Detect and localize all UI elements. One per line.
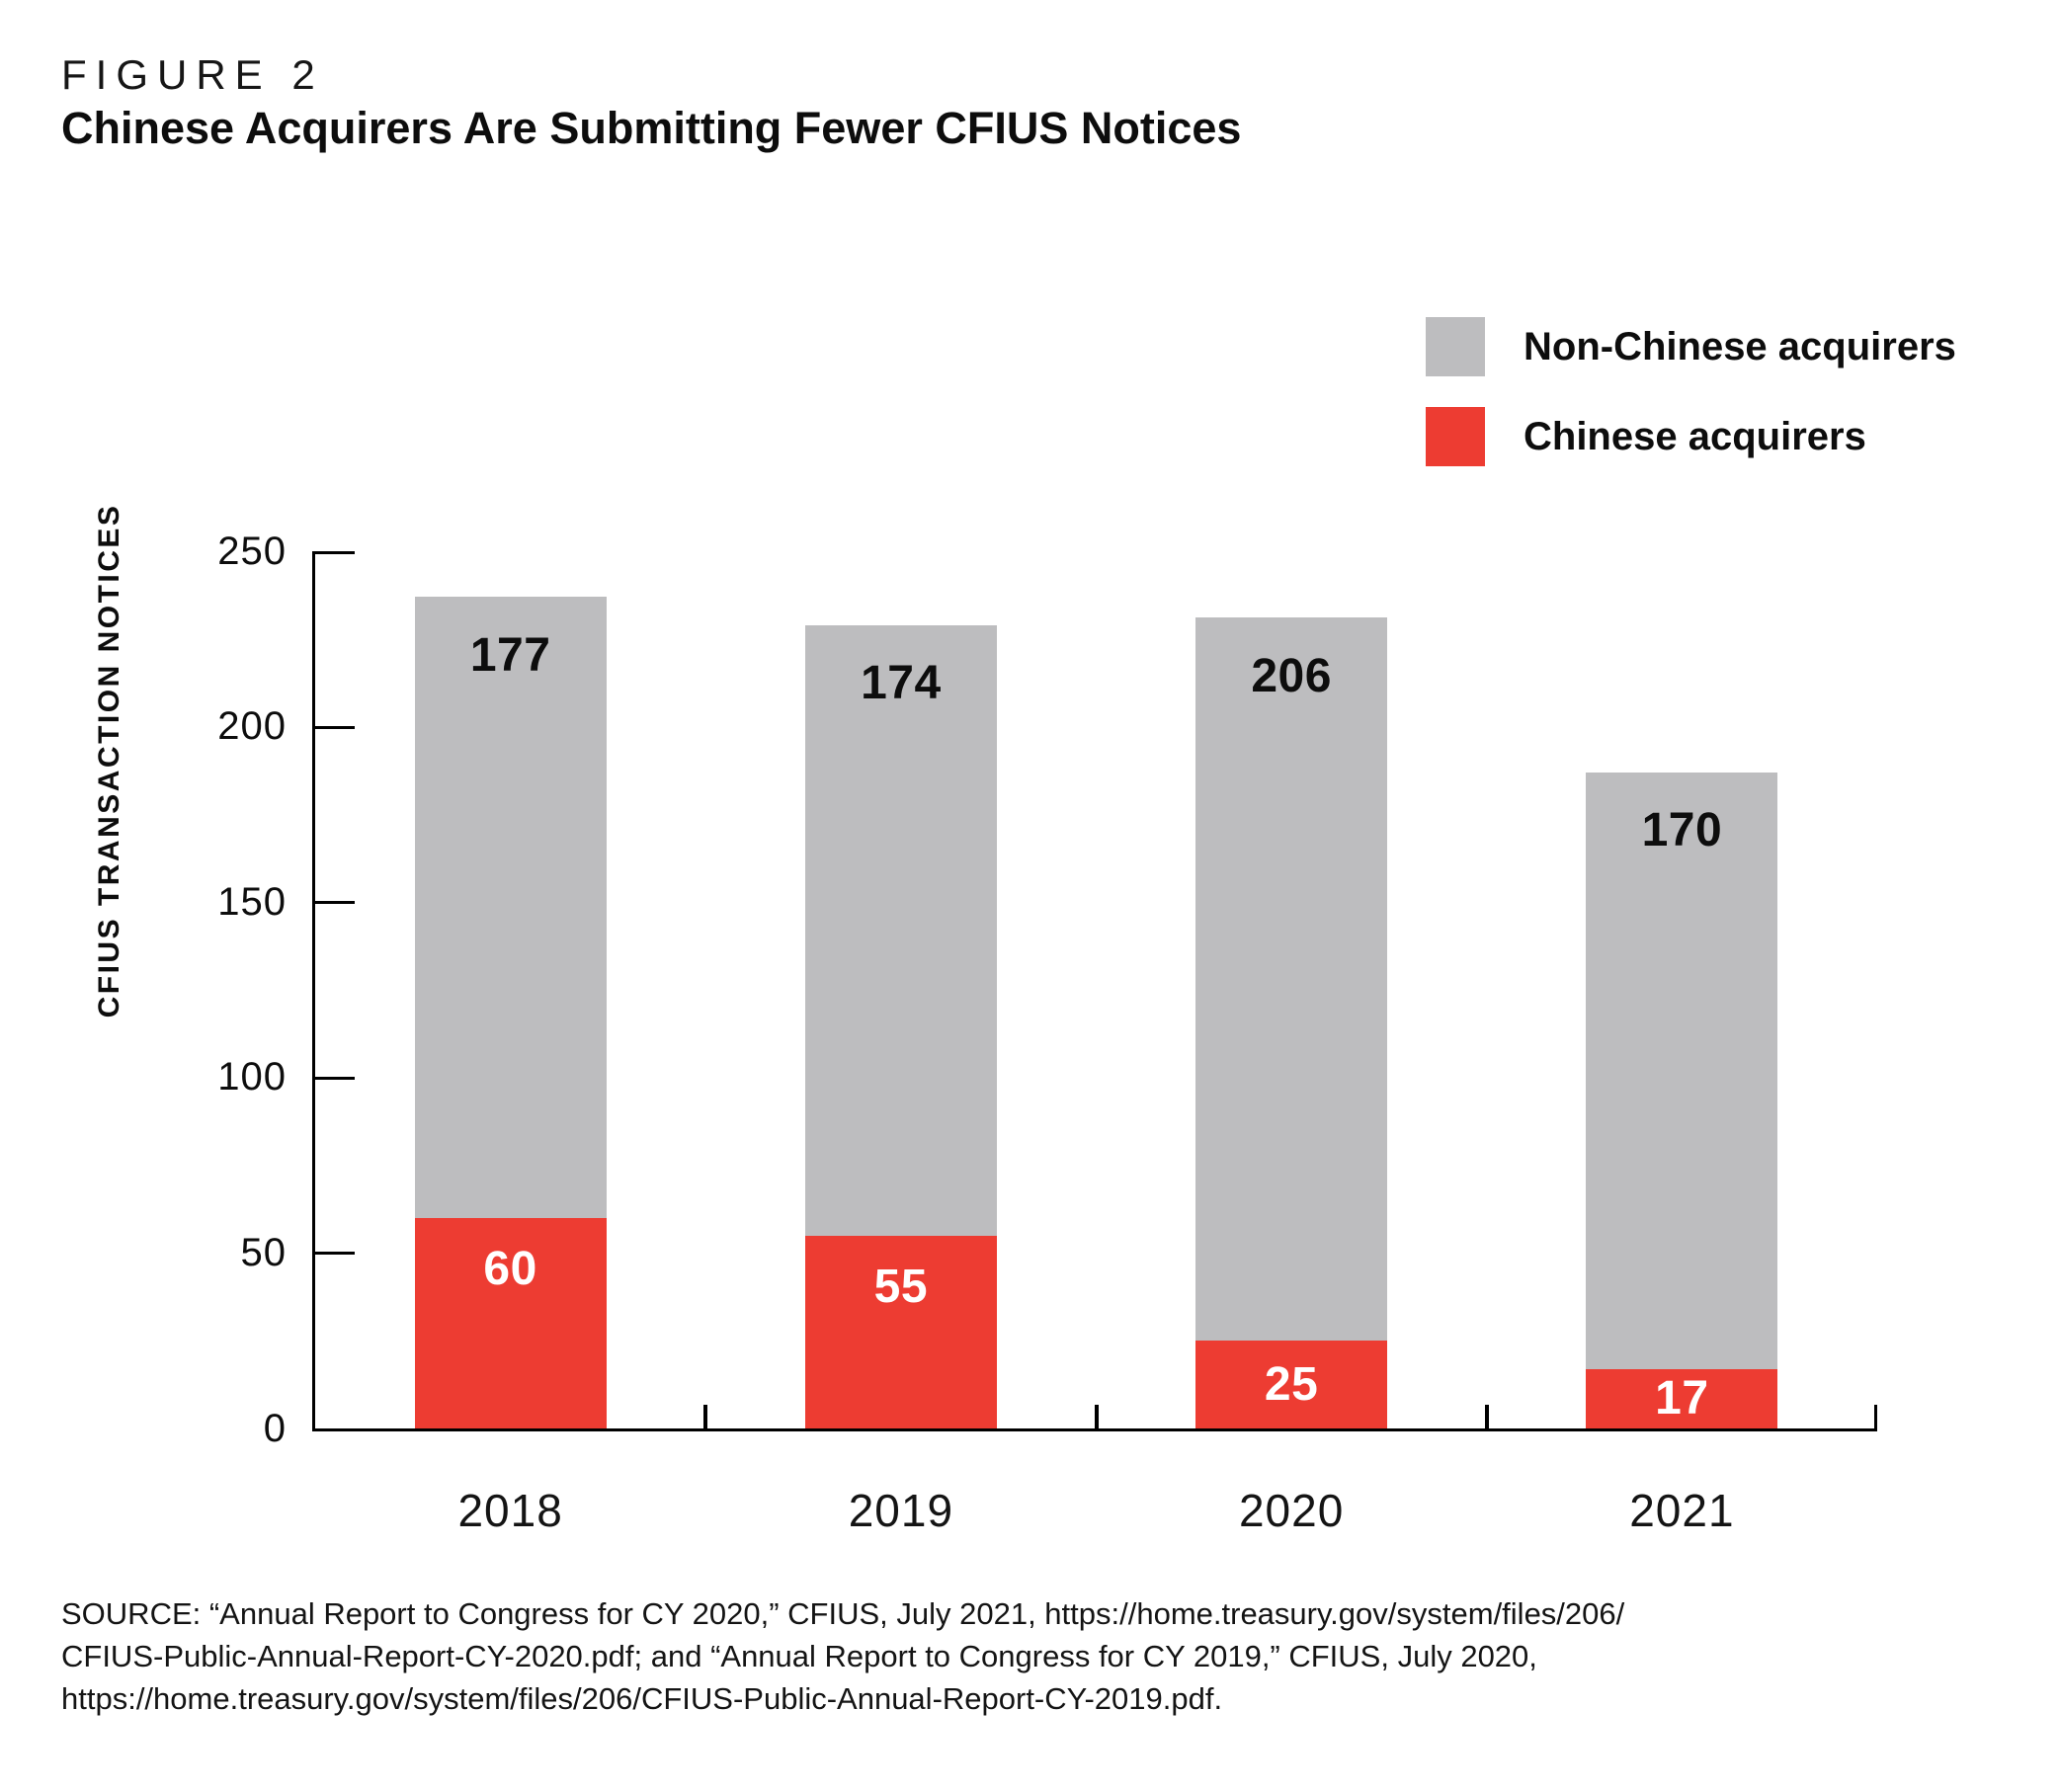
bar-value-layer: 60 bbox=[415, 1218, 607, 1321]
y-tick-label: 100 bbox=[217, 1055, 287, 1100]
y-tick-label: 150 bbox=[217, 879, 287, 924]
x-category-label-2021: 2021 bbox=[1629, 1485, 1735, 1536]
bar-segment-non-chinese-2021: 170 bbox=[1586, 772, 1778, 1369]
bar-segment-non-chinese-2020: 206 bbox=[1195, 617, 1388, 1342]
bar-value-layer: 206 bbox=[1195, 617, 1387, 734]
legend-swatch-non-chinese bbox=[1426, 317, 1485, 376]
bar-value-layer: 55 bbox=[805, 1236, 997, 1339]
legend-item-non-chinese: Non-Chinese acquirers bbox=[1426, 316, 1956, 377]
bar-segment-chinese-2018: 60 bbox=[414, 1217, 607, 1428]
x-category-label-2020: 2020 bbox=[1238, 1485, 1345, 1536]
bar-value-layer: 170 bbox=[1586, 773, 1777, 889]
y-tick bbox=[315, 901, 355, 905]
bar-value-non-chinese-2020: 206 bbox=[1251, 649, 1332, 702]
bar-value-chinese-2019: 55 bbox=[873, 1261, 929, 1314]
x-tick bbox=[1094, 1405, 1099, 1428]
bar-segment-chinese-2019: 55 bbox=[804, 1235, 997, 1428]
x-category-label-2018: 2018 bbox=[457, 1485, 563, 1536]
bar-value-layer: 177 bbox=[415, 597, 607, 713]
y-tick bbox=[315, 725, 355, 729]
y-axis-line bbox=[312, 551, 315, 1428]
bar-value-layer: 17 bbox=[1586, 1369, 1777, 1428]
legend-swatch-chinese bbox=[1426, 407, 1485, 466]
source-note: SOURCE: “Annual Report to Congress for C… bbox=[61, 1592, 1624, 1720]
x-tick bbox=[703, 1405, 708, 1428]
bar-value-layer: 174 bbox=[805, 625, 997, 742]
x-category-label-2019: 2019 bbox=[848, 1485, 954, 1536]
figure-label: FIGURE 2 bbox=[61, 51, 324, 98]
bar-value-non-chinese-2018: 177 bbox=[469, 628, 551, 682]
bar-value-non-chinese-2019: 174 bbox=[861, 657, 942, 710]
source-line: SOURCE: “Annual Report to Congress for C… bbox=[61, 1596, 1625, 1631]
bar-value-chinese-2021: 17 bbox=[1655, 1372, 1709, 1425]
source-line: CFIUS-Public-Annual-Report-CY-2020.pdf; … bbox=[61, 1639, 1537, 1673]
y-tick-label: 250 bbox=[217, 529, 287, 573]
bar-segment-chinese-2021: 17 bbox=[1586, 1368, 1778, 1428]
y-tick bbox=[315, 1252, 355, 1256]
bar-value-layer: 25 bbox=[1195, 1341, 1387, 1428]
legend-item-chinese: Chinese acquirers bbox=[1426, 406, 1866, 467]
y-tick-label: 0 bbox=[263, 1406, 287, 1450]
page-title: Chinese Acquirers Are Submitting Fewer C… bbox=[61, 103, 1242, 153]
x-axis-line bbox=[312, 1428, 1877, 1431]
bar-segment-non-chinese-2018: 177 bbox=[414, 597, 607, 1218]
legend-label-chinese: Chinese acquirers bbox=[1524, 414, 1866, 458]
bar-segment-chinese-2020: 25 bbox=[1195, 1341, 1388, 1428]
y-tick-label: 200 bbox=[217, 704, 287, 749]
y-tick bbox=[315, 1076, 355, 1080]
y-tick-label: 50 bbox=[240, 1230, 287, 1274]
source-line: https://home.treasury.gov/system/files/2… bbox=[61, 1681, 1223, 1716]
bar-value-non-chinese-2021: 170 bbox=[1641, 804, 1723, 857]
legend-label-non-chinese: Non-Chinese acquirers bbox=[1524, 324, 1956, 368]
bar-value-chinese-2018: 60 bbox=[483, 1243, 537, 1296]
y-tick bbox=[315, 551, 355, 554]
x-tick bbox=[1874, 1405, 1877, 1428]
bar-value-chinese-2020: 25 bbox=[1264, 1358, 1319, 1412]
x-tick bbox=[1484, 1405, 1489, 1428]
bar-segment-non-chinese-2019: 174 bbox=[804, 624, 997, 1236]
